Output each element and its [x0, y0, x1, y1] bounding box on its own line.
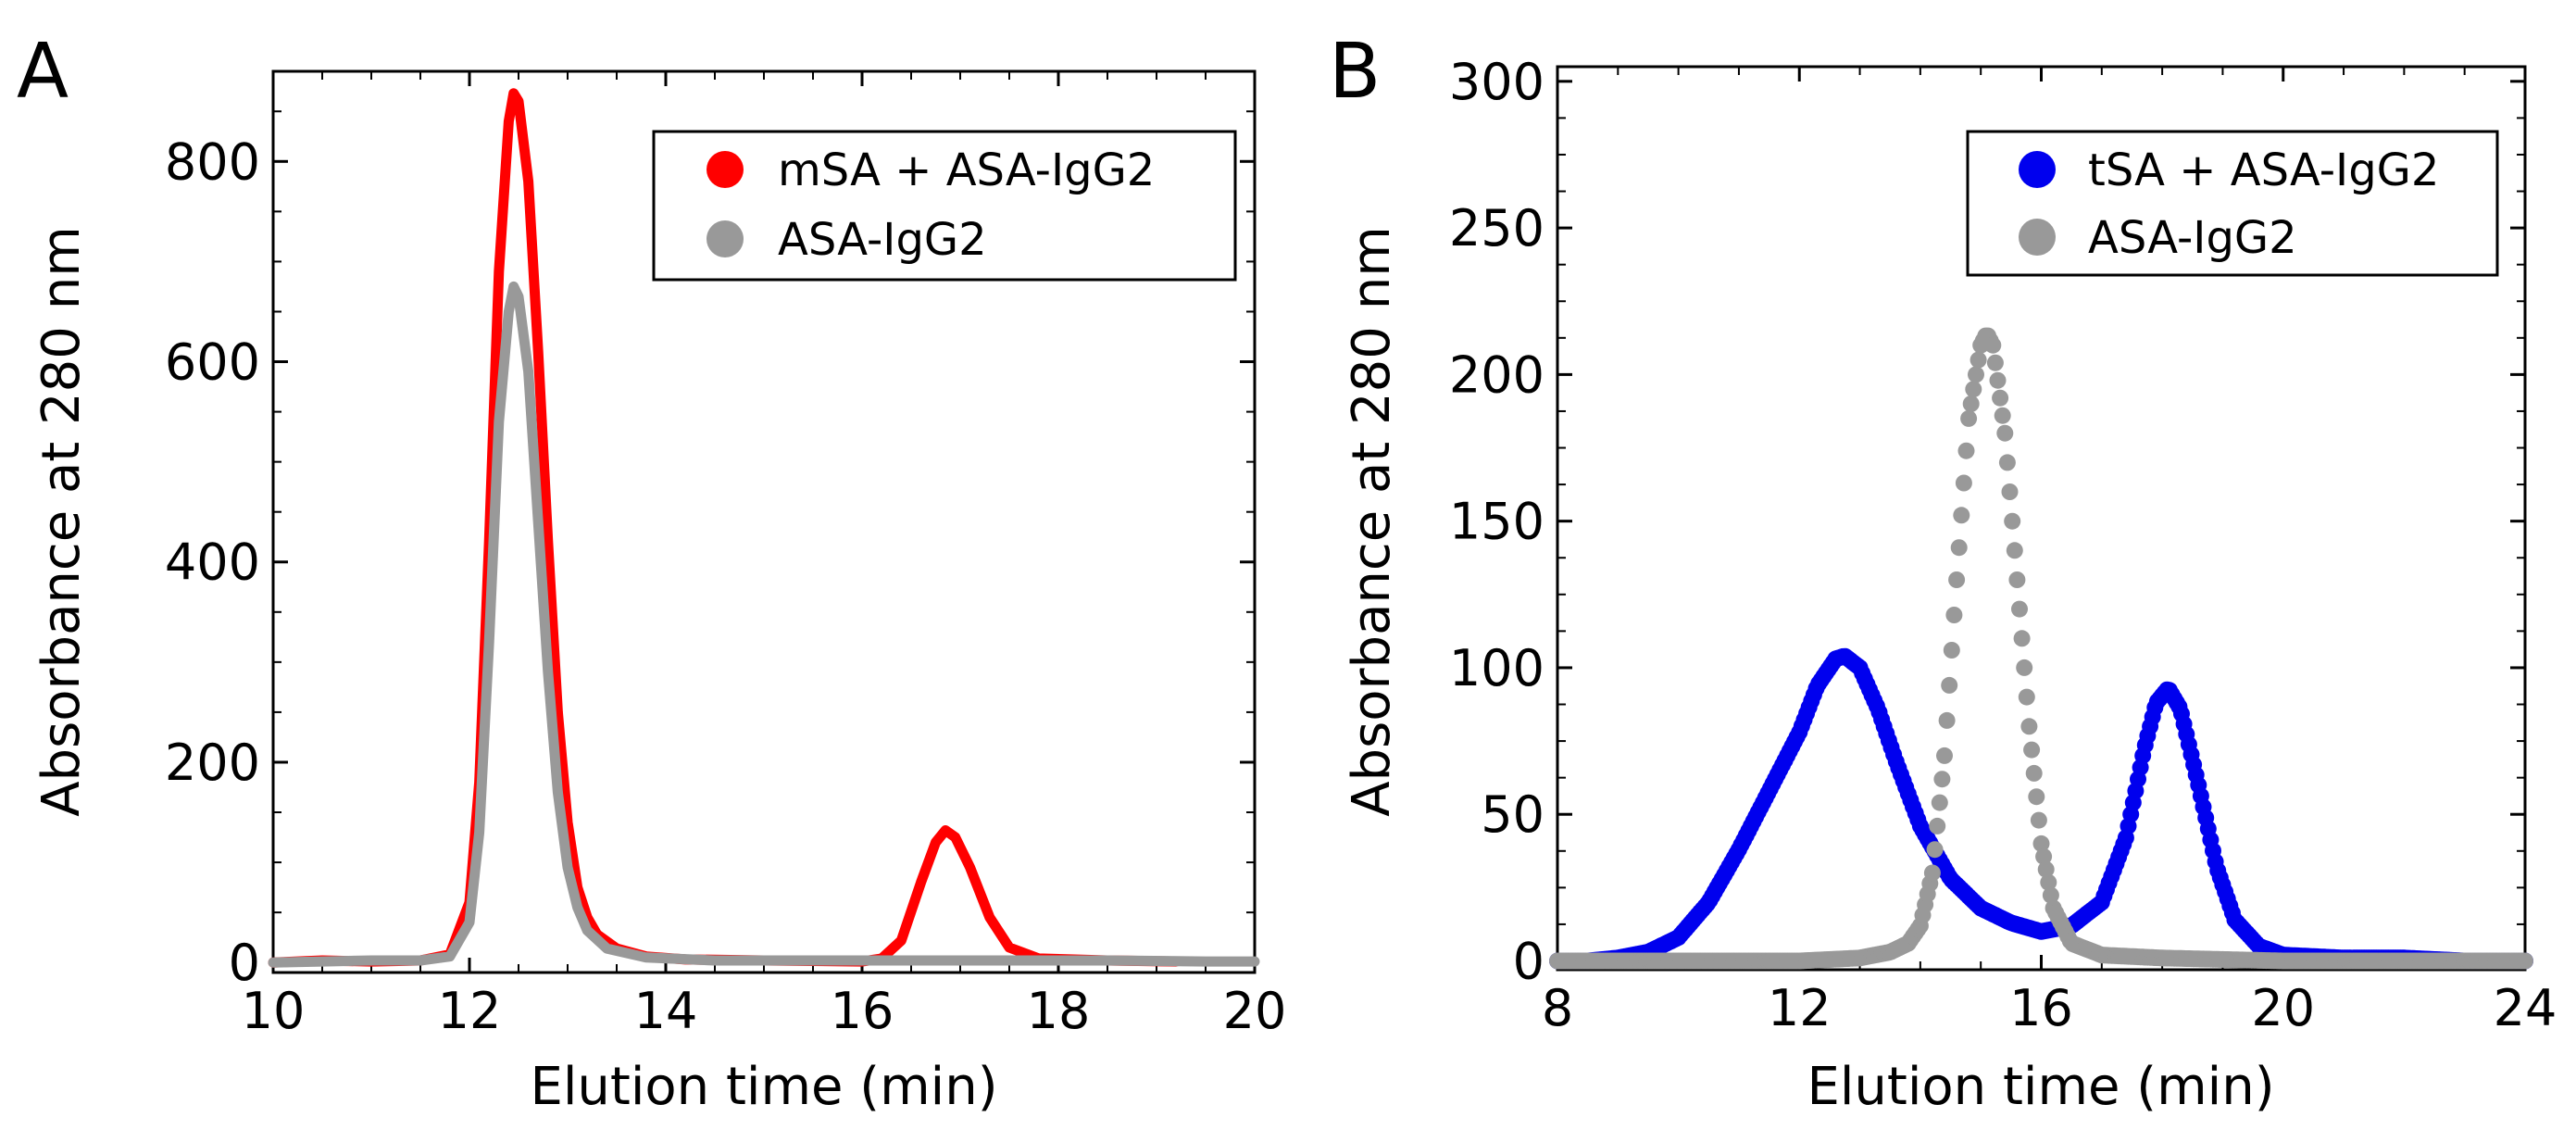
data-point [2016, 659, 2033, 676]
legend-marker-asa-igg2-b [2019, 219, 2056, 256]
data-point [1984, 336, 2002, 354]
data-point [2042, 886, 2059, 904]
x-tick-label: 20 [2251, 979, 2315, 1037]
data-point [2032, 835, 2050, 852]
x-tick-label: 16 [831, 982, 894, 1040]
data-point [1943, 642, 1960, 659]
data-point [2517, 952, 2533, 970]
data-point [1938, 711, 1956, 729]
data-point [1965, 381, 1982, 398]
data-point [2013, 630, 2031, 647]
series-asa-igg2-b [1549, 327, 2533, 970]
data-point [1933, 771, 1951, 788]
data-point [1957, 442, 1975, 459]
y-tick-label: 400 [165, 533, 260, 592]
data-point [1968, 366, 1984, 383]
data-point [2028, 788, 2045, 806]
x-tick-label: 8 [1542, 979, 1573, 1037]
data-point [2037, 860, 2055, 878]
x-tick-label: 16 [2009, 979, 2073, 1037]
legend-marker-msa [707, 151, 744, 188]
y-tick-label: 250 [1449, 199, 1544, 257]
data-point [2020, 718, 2038, 735]
panel-b-chart: B 8 12 16 20 24 0 50 100 150 200 250 300 Elution t… [1329, 28, 2557, 1117]
data-point [2011, 600, 2028, 618]
data-point [2008, 571, 2026, 588]
y-tick-label: 0 [229, 934, 260, 992]
data-point [1996, 424, 2014, 442]
x-tick-label: 24 [2494, 979, 2557, 1037]
legend-label-tsa: tSA + ASA-IgG2 [2088, 144, 2439, 196]
series-tsa-asa-igg2-b [1549, 647, 2533, 970]
data-point [2006, 542, 2023, 559]
data-point [1955, 474, 1972, 492]
data-point [1953, 507, 1970, 524]
y-tick-label: 300 [1449, 53, 1544, 111]
legend-label-asa-igg2-b: ASA-IgG2 [2088, 212, 2297, 264]
data-point [1962, 395, 1980, 412]
data-point [1992, 389, 2009, 407]
data-point [2035, 847, 2053, 865]
legend-a: mSA + ASA-IgG2 ASA-IgG2 [652, 130, 1237, 282]
x-tick-label: 12 [438, 982, 502, 1040]
data-point [1941, 676, 1958, 694]
y-tick-label: 800 [165, 132, 260, 191]
series-line-asa-igg2-a [268, 281, 1260, 968]
data-point [2023, 741, 2041, 759]
y-axis-label-a: Absorbance at 280 nm [31, 226, 92, 817]
panel-a-letter: A [17, 28, 69, 116]
data-point [1926, 841, 1944, 859]
data-point [1931, 794, 1948, 811]
data-point [1929, 817, 1946, 835]
legend-box-a [652, 130, 1237, 282]
y-axis-label-b: Absorbance at 280 nm [1342, 226, 1402, 817]
y-tick-label: 200 [1449, 345, 1544, 404]
data-point [1936, 747, 1953, 764]
panel-b-letter: B [1329, 28, 1381, 116]
data-point [1989, 371, 2007, 389]
data-point [1960, 409, 1978, 427]
x-tick-label: 18 [1027, 982, 1091, 1040]
legend-box-b [1966, 130, 2499, 277]
data-point [1994, 407, 2011, 424]
y-tick-label: 200 [165, 734, 260, 792]
y-tick-label: 50 [1481, 785, 1544, 844]
data-point [1986, 354, 2004, 371]
data-point [1923, 864, 1941, 882]
legend-marker-asa-igg2-a [707, 220, 744, 257]
data-point [2030, 811, 2047, 829]
data-point [2040, 873, 2057, 891]
data-point [1970, 351, 1987, 369]
legend-label-msa: mSA + ASA-IgG2 [778, 144, 1155, 196]
data-point [1945, 607, 1963, 623]
x-axis-label-b: Elution time (min) [1807, 1057, 2274, 1117]
legend-marker-tsa [2019, 151, 2056, 188]
data-point [2018, 688, 2035, 706]
data-point [1948, 571, 1966, 588]
x-axis-label-a: Elution time (min) [530, 1057, 997, 1117]
data-point [2025, 764, 2043, 782]
x-tick-label: 12 [1768, 979, 1832, 1037]
panel-a-chart: A 10 12 14 16 18 20 0 200 400 600 800 Elution tim… [17, 28, 1286, 1117]
y-tick-label: 150 [1449, 493, 1544, 551]
legend-b: tSA + ASA-IgG2 ASA-IgG2 [1966, 130, 2499, 277]
legend-label-asa-igg2-a: ASA-IgG2 [778, 214, 987, 266]
x-tick-label: 10 [242, 982, 306, 1040]
y-tick-label: 600 [165, 333, 260, 392]
x-tick-label: 14 [634, 982, 698, 1040]
x-tick-label: 20 [1223, 982, 1287, 1040]
y-tick-label: 0 [1513, 933, 1544, 991]
data-point [2004, 512, 2021, 530]
data-point [1998, 454, 2016, 471]
data-point [2001, 483, 2019, 500]
y-tick-label: 100 [1449, 639, 1544, 697]
data-point [1950, 539, 1968, 557]
